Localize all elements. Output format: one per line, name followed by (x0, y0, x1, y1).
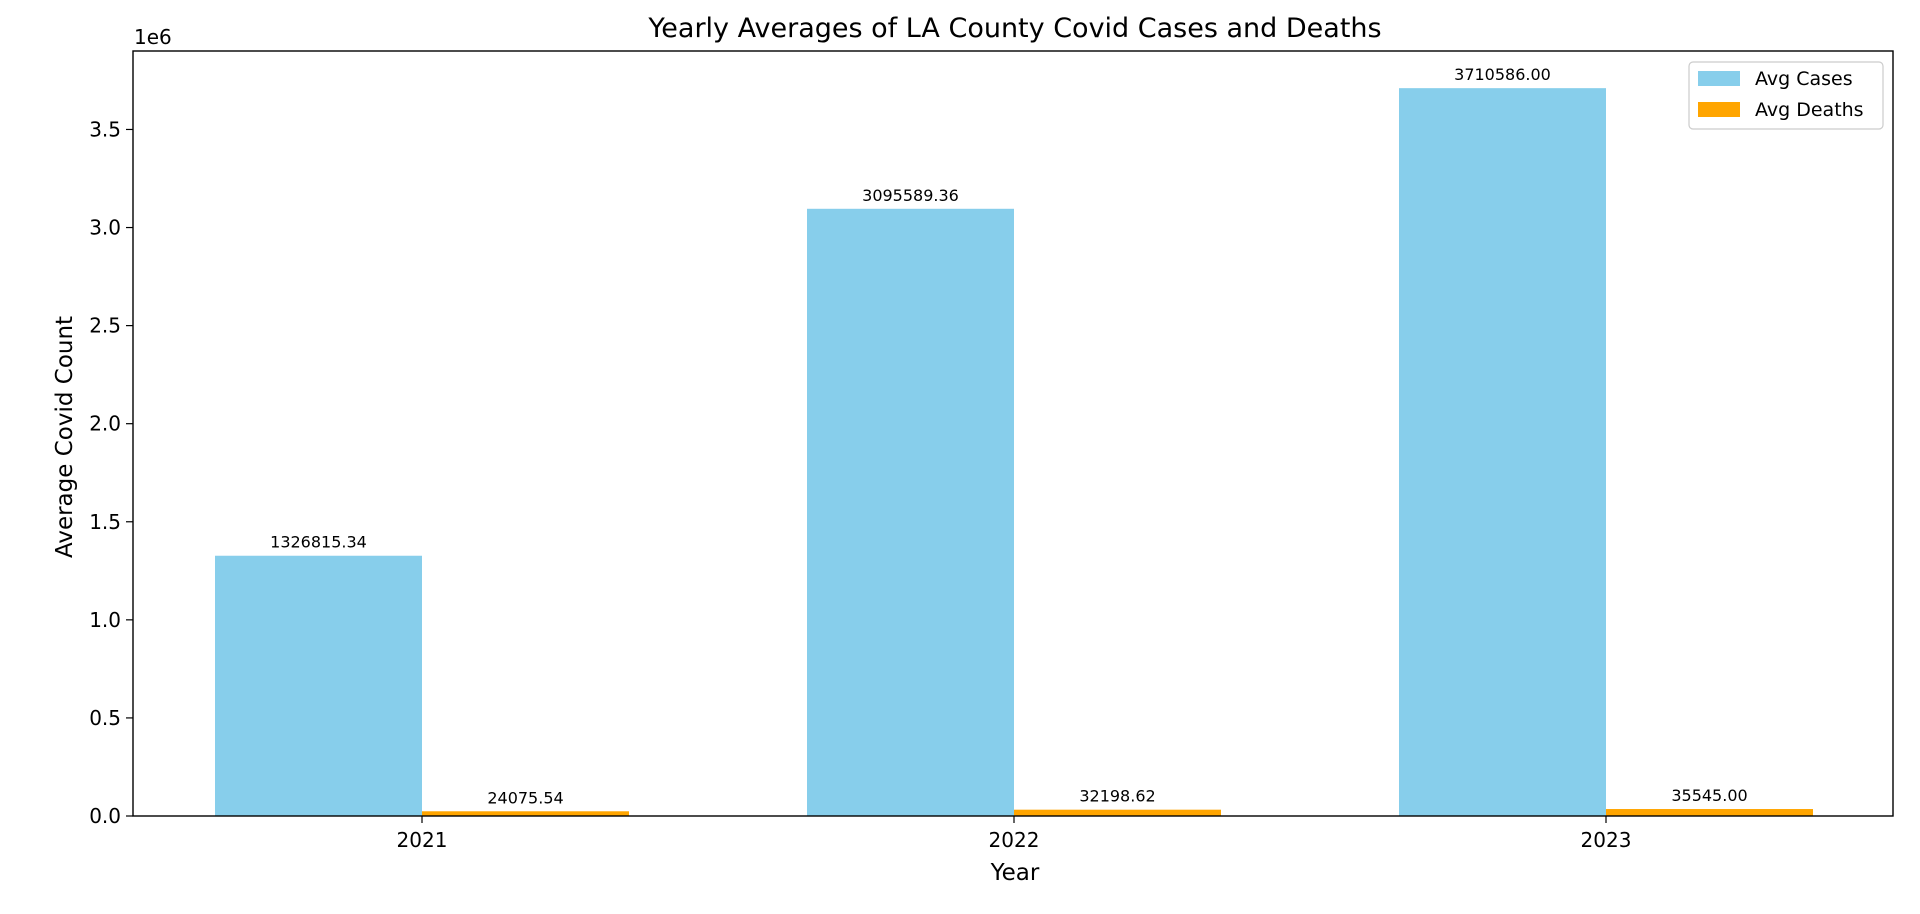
y-tick-label: 3.5 (89, 117, 121, 141)
bar-avg-cases-2021 (215, 555, 422, 816)
bars (215, 88, 1813, 817)
bar-value-label: 3095589.36 (862, 186, 959, 205)
y-tick-label: 3.0 (89, 216, 121, 240)
x-tick-label: 2022 (989, 828, 1040, 852)
bar-avg-deaths-2022 (1014, 809, 1221, 816)
bar-avg-deaths-2023 (1606, 809, 1813, 816)
y-tick-label: 2.5 (89, 314, 121, 338)
x-axis-label: Year (990, 860, 1040, 886)
legend-label: Avg Deaths (1755, 99, 1864, 121)
bar-value-label: 1326815.34 (270, 533, 367, 552)
bar-value-label: 32198.62 (1079, 787, 1155, 806)
x-tick-label: 2023 (1581, 828, 1632, 852)
y-tick-label: 1.0 (89, 608, 121, 632)
x-ticks: 2021 2022 2023 (397, 816, 1632, 852)
plot-area-frame (132, 50, 1894, 817)
y-tick-label: 2.0 (89, 412, 121, 436)
bar-value-label: 3710586.00 (1454, 65, 1551, 84)
bar-avg-cases-2023 (1399, 88, 1606, 816)
y-tick-label: 0.0 (89, 804, 121, 828)
x-tick-label: 2021 (397, 828, 448, 852)
y-tick-label: 1.5 (89, 510, 121, 534)
legend-label: Avg Cases (1755, 68, 1853, 90)
bar-value-label: 35545.00 (1671, 786, 1747, 805)
legend-swatch (1698, 71, 1740, 86)
y-axis-offset-label: 1e6 (134, 25, 172, 49)
y-ticks: 0.0 0.5 1.0 1.5 2.0 2.5 3.0 3.5 (89, 117, 133, 828)
bar-value-labels: 1326815.34 3095589.36 3710586.00 24075.54 32… (270, 65, 1748, 807)
chart-title: Yearly Averages of LA County Covid Cases… (647, 13, 1381, 44)
bar-value-label: 24075.54 (487, 788, 563, 807)
bar-avg-deaths-2021 (422, 811, 629, 816)
y-axis-label: Average Covid Count (52, 316, 78, 558)
y-tick-label: 0.5 (89, 706, 121, 730)
legend-swatch (1698, 102, 1740, 117)
legend: Avg Cases Avg Deaths (1688, 61, 1884, 130)
bar-avg-cases-2022 (807, 208, 1014, 817)
